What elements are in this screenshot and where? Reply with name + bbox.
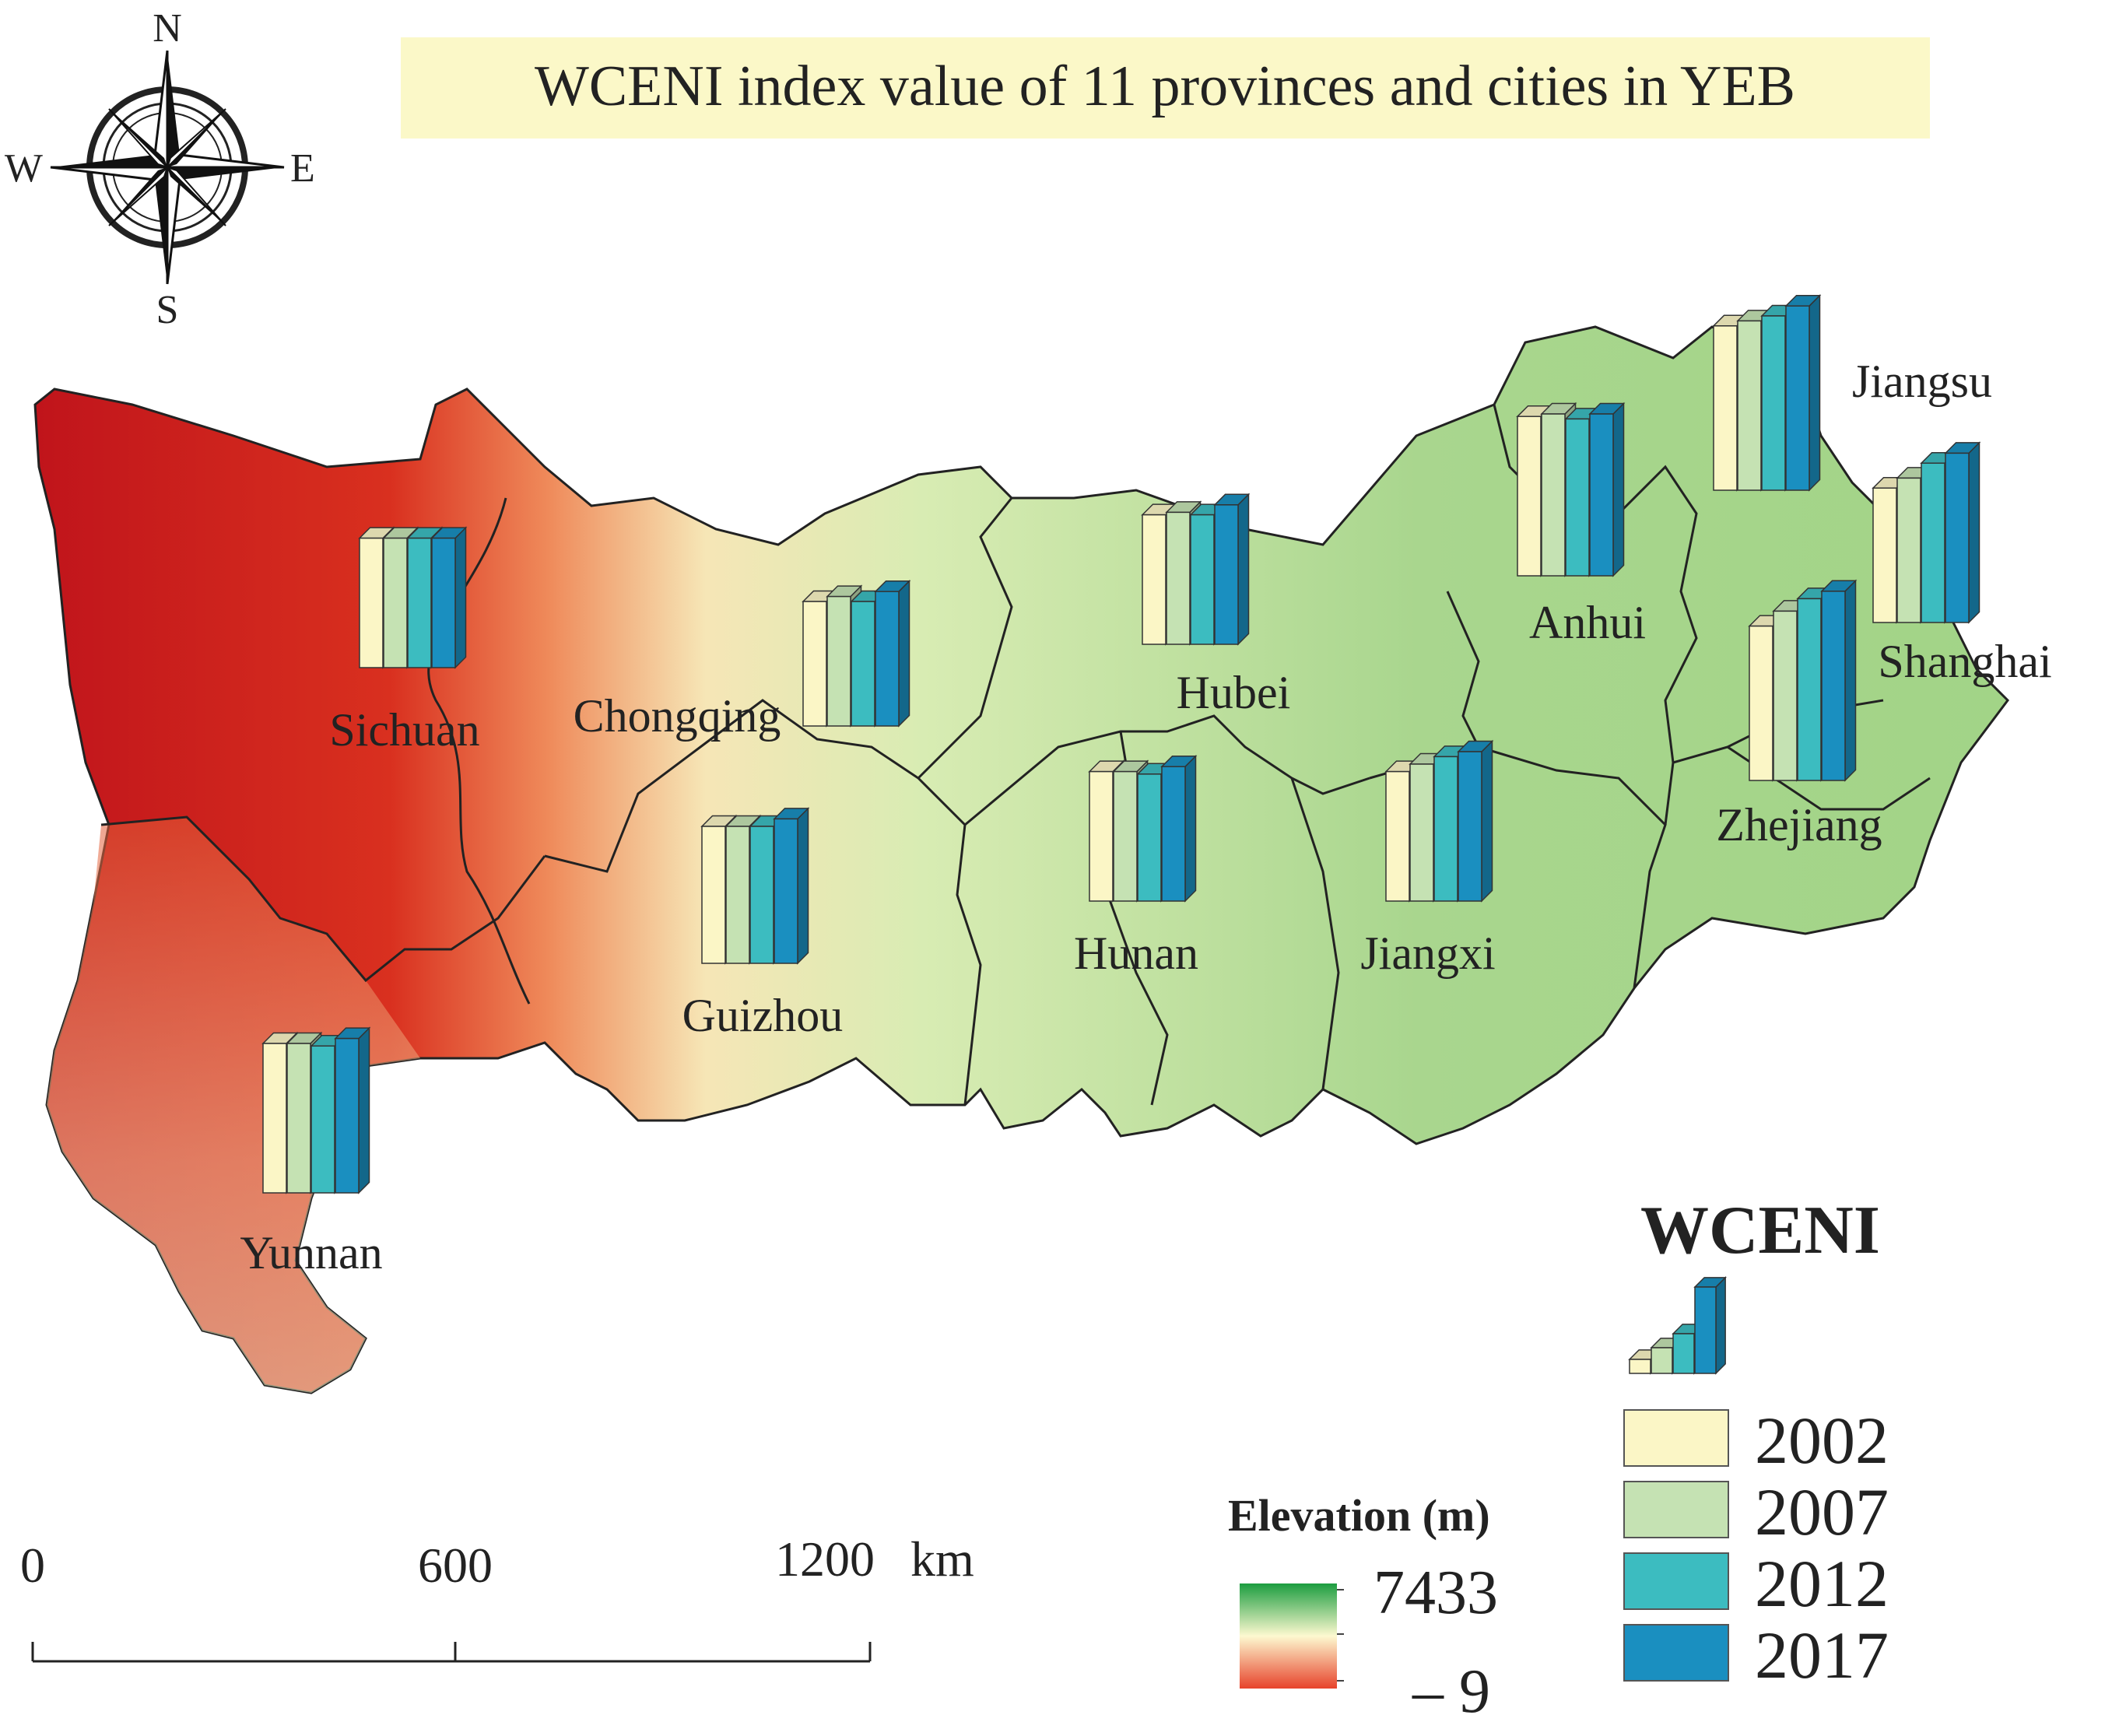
bar-zhejiang-2017 — [1820, 579, 1858, 782]
elevation-legend-title: Elevation (m) — [1228, 1490, 1490, 1541]
province-label-jiangxi: Jiangxi — [1360, 928, 1495, 979]
bar-hunan-2017 — [1160, 754, 1198, 903]
elevation-legend: Elevation (m) 7433 – 9 — [1228, 1490, 1498, 1726]
bar-group-guizhou — [700, 807, 810, 965]
province-label-zhejiang: Zhejiang — [1716, 799, 1882, 850]
scale-unit: km — [910, 1531, 974, 1587]
legend-label-2007: 2007 — [1755, 1475, 1889, 1549]
scale-bar — [31, 1642, 872, 1663]
bar-group-anhui — [1516, 402, 1626, 577]
legend-item-2002: 2002 — [1623, 1403, 1889, 1478]
bar-group-hunan — [1088, 754, 1198, 903]
bar-group-sichuan — [358, 526, 468, 669]
yunnan-shading — [47, 817, 420, 1393]
province-label-hunan: Hunan — [1074, 928, 1198, 979]
province-label-anhui: Anhui — [1529, 597, 1646, 648]
province-label-sichuan: Sichuan — [329, 704, 479, 756]
map-title: WCENI index value of 11 provinces and ci… — [535, 54, 1795, 118]
legend-label-2002: 2002 — [1755, 1403, 1889, 1478]
title-box: WCENI index value of 11 provinces and ci… — [401, 37, 1930, 139]
province-label-hubei: Hubei — [1177, 667, 1291, 718]
bar-guizhou-2017 — [773, 807, 810, 965]
province-label-chongqing: Chongqing — [574, 690, 781, 742]
legend-swatch-2012 — [1623, 1552, 1729, 1610]
bar-yunnan-2017 — [334, 1026, 371, 1194]
bar-anhui-2017 — [1588, 402, 1626, 577]
legend-item-2012: 2012 — [1623, 1546, 1889, 1621]
bar-group-shanghai — [1872, 441, 1981, 624]
elevation-color-ramp — [1240, 1583, 1337, 1689]
compass-north: N — [153, 6, 182, 51]
yeb-region-map — [33, 325, 2009, 1394]
legend-label-2017: 2017 — [1755, 1618, 1889, 1692]
compass-rose-icon: N S E W — [5, 6, 315, 332]
bar-chongqing-2017 — [874, 579, 911, 728]
legend-swatch-2002 — [1623, 1409, 1729, 1467]
bar-group-jiangsu — [1712, 293, 1822, 492]
legend-swatch-2017 — [1623, 1624, 1729, 1682]
bar-group-chongqing — [802, 579, 911, 728]
province-label-shanghai: Shanghai — [1878, 636, 2051, 687]
province-label-jiangsu: Jiangsu — [1852, 356, 1992, 407]
bar-symbol-icon — [1628, 1276, 1727, 1375]
province-labels: Sichuan Chongqing Hubei Anhui Jiangsu Shangha… — [240, 356, 2051, 1278]
scale-tick-0: 0 — [20, 1538, 45, 1593]
scale-tick-1200: 1200 — [775, 1531, 875, 1587]
wceni-legend-title: WCENI — [1640, 1193, 1880, 1268]
province-label-guizhou: Guizhou — [682, 990, 844, 1041]
legend-item-2007: 2007 — [1623, 1475, 1889, 1549]
elevation-max: 7433 — [1374, 1559, 1498, 1627]
bar-group-hubei — [1141, 493, 1251, 646]
legend-item-2017: 2017 — [1623, 1618, 1889, 1692]
scale-tick-600: 600 — [418, 1538, 493, 1593]
compass-west: W — [5, 146, 43, 191]
bar-sichuan-2017 — [430, 526, 468, 669]
province-label-yunnan: Yunnan — [240, 1227, 382, 1278]
legend-icon-bar-3 — [1693, 1276, 1727, 1375]
compass-south: S — [156, 288, 179, 332]
bar-shanghai-2017 — [1944, 441, 1981, 624]
bar-hubei-2017 — [1213, 493, 1251, 646]
legend-label-2012: 2012 — [1755, 1546, 1889, 1621]
province-borders — [100, 404, 1931, 1106]
legend-swatch-2007 — [1623, 1481, 1729, 1538]
bar-jiangsu-2012 — [1760, 303, 1798, 492]
bar-group-zhejiang — [1748, 579, 1858, 782]
elevation-min: – 9 — [1412, 1657, 1490, 1726]
bar-jiangxi-2017 — [1457, 739, 1494, 903]
bar-group-jiangxi — [1384, 739, 1494, 903]
province-bar-charts — [261, 293, 1981, 1194]
bar-jiangsu-2017 — [1784, 293, 1822, 492]
bar-group-yunnan — [261, 1026, 371, 1194]
compass-east: E — [290, 146, 315, 191]
